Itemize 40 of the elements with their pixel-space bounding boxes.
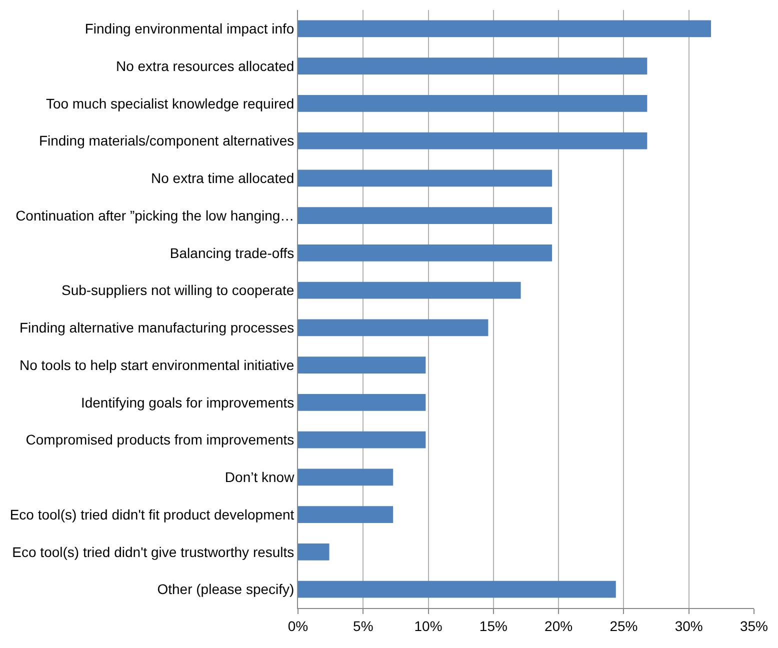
bar	[298, 170, 552, 187]
x-tick-label: 25%	[610, 618, 638, 634]
y-tick-label: Finding alternative manufacturing processes	[19, 320, 294, 336]
bar	[298, 394, 426, 411]
y-tick-label: Finding environmental impact info	[84, 20, 294, 37]
bar	[298, 544, 330, 560]
bar	[298, 20, 712, 38]
x-tick-label: 0%	[288, 618, 308, 634]
bar	[298, 282, 521, 299]
x-tick-label: 5%	[353, 618, 374, 634]
bar	[298, 580, 616, 598]
bar	[298, 244, 552, 262]
bar	[298, 95, 648, 112]
y-tick-label: Identifying goals for improvements	[80, 394, 294, 410]
bar	[298, 506, 394, 523]
y-tick-label: No tools to help start environmental initiative	[19, 356, 294, 373]
x-tick-label: 35%	[740, 618, 768, 634]
x-tick-label: 20%	[544, 618, 573, 634]
bar	[298, 132, 648, 150]
y-tick-label: Continuation after ”picking the low hanging…	[16, 207, 294, 224]
y-tick-label: Too much specialist knowledge required	[46, 95, 294, 112]
y-tick-label: Balancing trade-offs	[170, 244, 294, 261]
bar	[298, 468, 394, 486]
y-tick-label: Don’t know	[224, 469, 296, 486]
y-tick-label: Eco tool(s) tried didn't fit product development	[10, 506, 294, 522]
bar	[298, 207, 552, 224]
bar	[298, 319, 488, 336]
bar	[298, 356, 426, 374]
bar	[298, 431, 426, 448]
x-tick-label: 30%	[674, 618, 703, 634]
y-tick-label: Other (please specify)	[157, 581, 294, 598]
y-tick-label: Compromised products from improvements	[26, 432, 294, 448]
bar	[298, 58, 648, 74]
x-tick-label: 15%	[479, 618, 508, 634]
y-tick-label: Sub-suppliers not willing to cooperate	[61, 282, 294, 298]
y-tick-label: No extra resources allocated	[116, 58, 294, 74]
x-tick-label: 10%	[414, 618, 442, 634]
y-tick-label: Finding materials/component alternatives	[38, 132, 294, 149]
y-tick-label: No extra time allocated	[151, 170, 294, 186]
y-tick-label: Eco tool(s) tried didn't give trustworthy results	[12, 544, 294, 560]
